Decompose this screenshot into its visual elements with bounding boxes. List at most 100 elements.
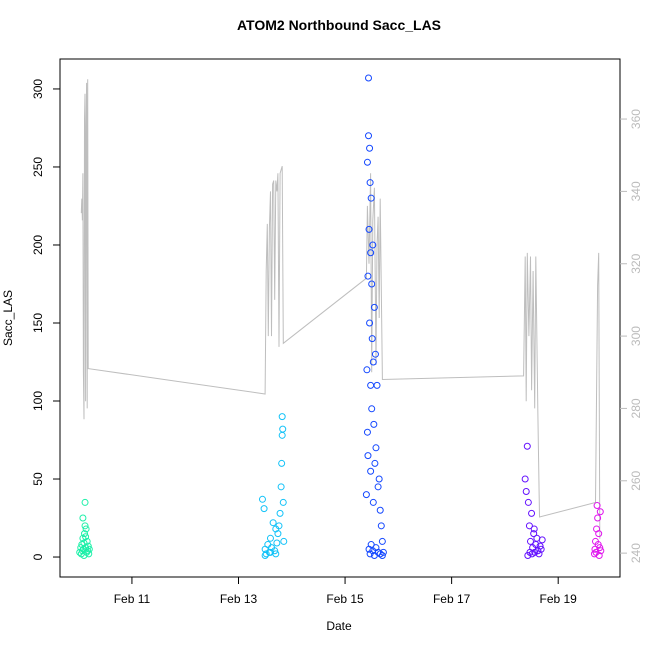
point <box>79 514 87 522</box>
point <box>368 280 376 288</box>
point <box>367 381 375 389</box>
x-axis-label: Date <box>326 619 352 633</box>
point <box>280 537 288 545</box>
y2-tick-label: 260 <box>629 470 643 490</box>
point <box>364 272 372 280</box>
point <box>379 548 387 556</box>
y-tick-label: 0 <box>31 553 45 560</box>
point <box>376 550 384 558</box>
point <box>596 544 604 552</box>
point <box>371 459 379 467</box>
point <box>363 428 371 436</box>
point <box>522 487 530 495</box>
y2-tick-label: 280 <box>629 398 643 418</box>
y2-tick-label: 240 <box>629 543 643 563</box>
point <box>84 542 92 550</box>
plot-frame <box>59 58 621 578</box>
point <box>271 547 279 555</box>
point <box>367 194 375 202</box>
point <box>525 522 533 530</box>
point <box>366 179 374 187</box>
point <box>276 509 284 517</box>
y2-tick-label: 320 <box>629 253 643 273</box>
point <box>376 506 384 514</box>
point <box>81 498 89 506</box>
point <box>373 381 381 389</box>
point <box>371 350 379 358</box>
point <box>369 358 377 366</box>
point <box>278 431 286 439</box>
point <box>81 522 89 530</box>
point <box>81 530 89 538</box>
point <box>83 537 91 545</box>
point <box>596 508 604 516</box>
point <box>362 491 370 499</box>
point <box>261 551 269 559</box>
x-tick-label: Feb 17 <box>433 592 471 606</box>
point <box>372 444 380 452</box>
point <box>364 452 372 460</box>
point <box>374 483 382 491</box>
point <box>369 241 377 249</box>
point <box>272 550 280 558</box>
point <box>595 530 603 538</box>
point <box>275 522 283 530</box>
point <box>521 475 529 483</box>
point <box>84 547 92 555</box>
y-tick-label: 100 <box>31 391 45 411</box>
point <box>597 547 605 555</box>
point <box>536 542 544 550</box>
point <box>594 514 602 522</box>
point <box>528 550 536 558</box>
line-series <box>80 79 601 539</box>
point <box>262 550 270 558</box>
point <box>528 509 536 517</box>
point <box>369 498 377 506</box>
y-tick-label: 300 <box>31 79 45 99</box>
x-tick-label: Feb 11 <box>114 592 151 606</box>
point <box>530 525 538 533</box>
y-tick-label: 50 <box>31 472 45 486</box>
y-axis-label: Sacc_LAS <box>1 290 15 346</box>
point <box>278 459 286 467</box>
point <box>279 498 287 506</box>
point <box>526 548 534 556</box>
point <box>365 74 373 82</box>
point <box>378 551 386 559</box>
point <box>266 534 274 542</box>
point <box>595 551 603 559</box>
point <box>278 413 286 421</box>
x-tick-label: Feb 19 <box>540 592 578 606</box>
point <box>590 550 598 558</box>
x-tick-label: Feb 15 <box>326 592 364 606</box>
point <box>375 475 383 483</box>
point <box>363 366 371 374</box>
point <box>273 539 281 547</box>
y-tick-label: 150 <box>31 313 45 333</box>
point <box>274 530 282 538</box>
point <box>277 483 285 491</box>
point <box>365 132 373 140</box>
point <box>524 498 532 506</box>
point <box>363 158 371 166</box>
point <box>367 467 375 475</box>
point <box>530 530 538 538</box>
point <box>370 303 378 311</box>
point <box>368 335 376 343</box>
y2-tick-label: 340 <box>629 181 643 201</box>
point <box>365 225 373 233</box>
point <box>367 541 375 549</box>
point <box>82 533 90 541</box>
point <box>526 537 534 545</box>
point <box>269 519 277 527</box>
y-tick-label: 200 <box>31 235 45 255</box>
point <box>368 405 376 413</box>
point <box>366 319 374 327</box>
point <box>370 420 378 428</box>
point <box>378 537 386 545</box>
point <box>82 525 90 533</box>
point <box>279 425 287 433</box>
point <box>264 541 272 549</box>
point <box>523 442 531 450</box>
